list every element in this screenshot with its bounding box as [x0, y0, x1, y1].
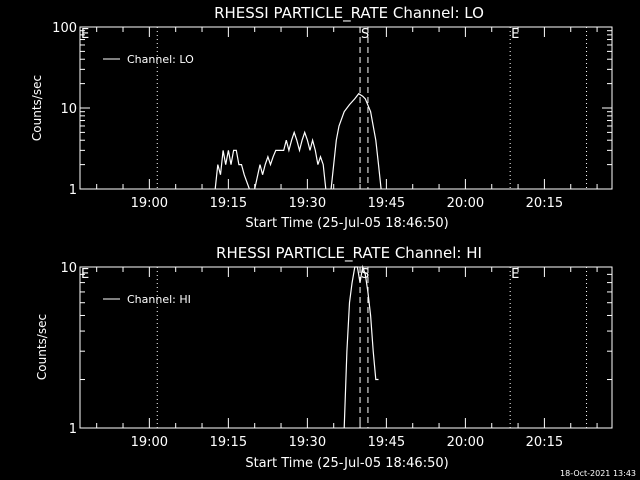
- event-marker-label: E: [511, 27, 519, 42]
- legend-entry: Channel: HI: [127, 293, 191, 306]
- plot-frame: [79, 26, 613, 190]
- event-marker-label: S: [361, 27, 369, 42]
- x-tick-label: 19:15: [210, 196, 247, 211]
- y-tick-label: 1: [69, 183, 77, 198]
- event-marker-label: E: [81, 267, 89, 282]
- series-line: [214, 149, 250, 190]
- y-tick-label: 1: [69, 422, 77, 437]
- x-tick-label: 20:15: [526, 435, 563, 450]
- x-tick-label: 20:15: [526, 196, 563, 211]
- x-tick-label: 19:00: [131, 435, 168, 450]
- x-tick-label: 20:00: [447, 435, 484, 450]
- x-tick-label: 19:30: [289, 435, 326, 450]
- plot-frame: [79, 266, 613, 429]
- series-line: [330, 92, 382, 190]
- x-tick-label: 19:30: [289, 196, 326, 211]
- footer-timestamp: 18-Oct-2021 13:43: [560, 469, 636, 478]
- event-marker-label: E: [511, 267, 519, 282]
- series-line: [343, 264, 379, 429]
- x-tick-label: 19:00: [131, 196, 168, 211]
- panel-hi: RHESSI PARTICLE_RATE Channel: HI Start T…: [35, 244, 613, 471]
- legend-entry: Channel: LO: [127, 53, 194, 66]
- chart-title: RHESSI PARTICLE_RATE Channel: HI: [216, 244, 482, 263]
- x-tick-label: 19:15: [210, 435, 247, 450]
- x-tick-label: 19:45: [368, 435, 405, 450]
- x-axis-label: Start Time (25-Jul-05 18:46:50): [245, 456, 448, 471]
- y-axis-label: Counts/sec: [35, 314, 49, 380]
- y-tick-label: 10: [60, 261, 77, 276]
- event-marker-label: E: [81, 27, 89, 42]
- x-axis-label: Start Time (25-Jul-05 18:46:50): [245, 216, 448, 231]
- panel-lo: RHESSI PARTICLE_RATE Channel: LO Start T…: [30, 4, 613, 231]
- y-tick-label: 10: [60, 102, 77, 117]
- y-axis-label: Counts/sec: [30, 75, 44, 141]
- x-tick-label: 20:00: [447, 196, 484, 211]
- series-line: [254, 130, 327, 190]
- x-tick-label: 19:45: [368, 196, 405, 211]
- y-tick-label: 100: [52, 21, 77, 36]
- chart-title: RHESSI PARTICLE_RATE Channel: LO: [214, 4, 484, 23]
